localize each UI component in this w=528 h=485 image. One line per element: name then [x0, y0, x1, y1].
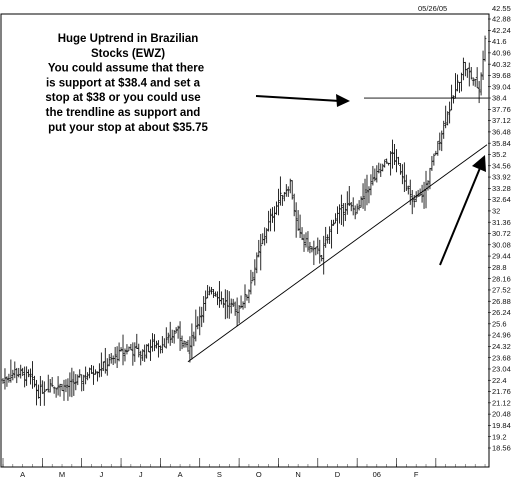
month-label: J — [139, 470, 143, 479]
month-label: F — [414, 470, 419, 479]
y-tick-label: 42.88 — [492, 15, 511, 24]
x-axis: A M J J A S O N D 06 F — [2, 458, 486, 479]
header-value: 42.55 — [492, 4, 511, 13]
annotation-line: put your stop at about $35.75 — [48, 122, 208, 134]
y-tick-label: 35.84 — [492, 139, 511, 148]
y-tick-label: 36.48 — [492, 127, 511, 136]
y-tick-label: 30.08 — [492, 240, 511, 249]
trendline — [187, 144, 488, 363]
annotation-line: You could assume that there — [48, 63, 204, 75]
month-label: N — [295, 470, 300, 479]
price-bars — [1, 35, 487, 406]
y-tick-label: 39.04 — [492, 82, 511, 91]
y-tick-label: 23.04 — [492, 365, 511, 374]
y-axis: 42.88 42.24 41.6 40.96 40.32 39.68 39.04 38.4 37… — [488, 15, 511, 453]
y-tick-label: 28.8 — [492, 263, 507, 272]
y-tick-label: 34.56 — [492, 161, 511, 170]
annotation-line: the trendline as support and — [46, 107, 201, 119]
y-tick-label: 41.6 — [492, 37, 507, 46]
y-tick-label: 21.12 — [492, 398, 511, 407]
annotation-line: is support at $38.4 and set a — [46, 77, 201, 89]
plot-frame — [0, 13, 490, 468]
y-tick-label: 26.88 — [492, 297, 511, 306]
y-tick-label: 40.32 — [492, 60, 511, 69]
month-label: M — [59, 470, 65, 479]
annotation-text: Huge Uptrend in Brazilian Stocks (EWZ) You… — [45, 33, 208, 134]
y-tick-label: 20.48 — [492, 410, 511, 419]
y-tick-label: 38.4 — [492, 94, 507, 103]
annotation-line: Stocks (EWZ) — [91, 48, 165, 60]
y-tick-label: 23.68 — [492, 353, 511, 362]
month-label: 06 — [373, 470, 381, 479]
y-tick-label: 40.96 — [492, 48, 511, 57]
y-tick-label: 29.44 — [492, 252, 511, 261]
y-tick-label: 27.52 — [492, 286, 511, 295]
y-tick-label: 24.96 — [492, 331, 511, 340]
arrow-to-support — [255, 94, 350, 107]
month-label: S — [217, 470, 222, 479]
y-tick-label: 35.2 — [492, 150, 507, 159]
y-tick-label: 28.16 — [492, 274, 511, 283]
header-date: 05/26/05 — [418, 4, 447, 13]
y-tick-label: 30.72 — [492, 229, 511, 238]
annotation-line: stop at $38 or you could use — [45, 92, 200, 104]
annotation-line: Huge Uptrend in Brazilian — [58, 33, 199, 45]
y-tick-label: 26.24 — [492, 308, 511, 317]
y-tick-label: 25.6 — [492, 319, 507, 328]
y-tick-label: 39.68 — [492, 71, 511, 80]
arrow-to-trendline — [439, 155, 486, 266]
y-tick-label: 37.76 — [492, 105, 511, 114]
month-label: O — [256, 470, 262, 479]
y-tick-label: 21.76 — [492, 387, 511, 396]
y-tick-label: 24.32 — [492, 342, 511, 351]
y-tick-label: 22.4 — [492, 376, 507, 385]
y-tick-label: 18.56 — [492, 444, 511, 453]
month-label: A — [178, 470, 183, 479]
month-label: J — [99, 470, 103, 479]
y-tick-label: 19.84 — [492, 421, 511, 430]
y-tick-label: 37.12 — [492, 116, 511, 125]
y-tick-label: 33.28 — [492, 184, 511, 193]
y-tick-label: 42.24 — [492, 26, 511, 35]
month-label: A — [20, 470, 25, 479]
y-tick-label: 31.36 — [492, 218, 511, 227]
y-tick-label: 32 — [492, 207, 500, 216]
y-tick-label: 33.92 — [492, 173, 511, 182]
y-tick-label: 19.2 — [492, 432, 507, 441]
y-tick-label: 32.64 — [492, 195, 511, 204]
month-label: D — [335, 470, 341, 479]
